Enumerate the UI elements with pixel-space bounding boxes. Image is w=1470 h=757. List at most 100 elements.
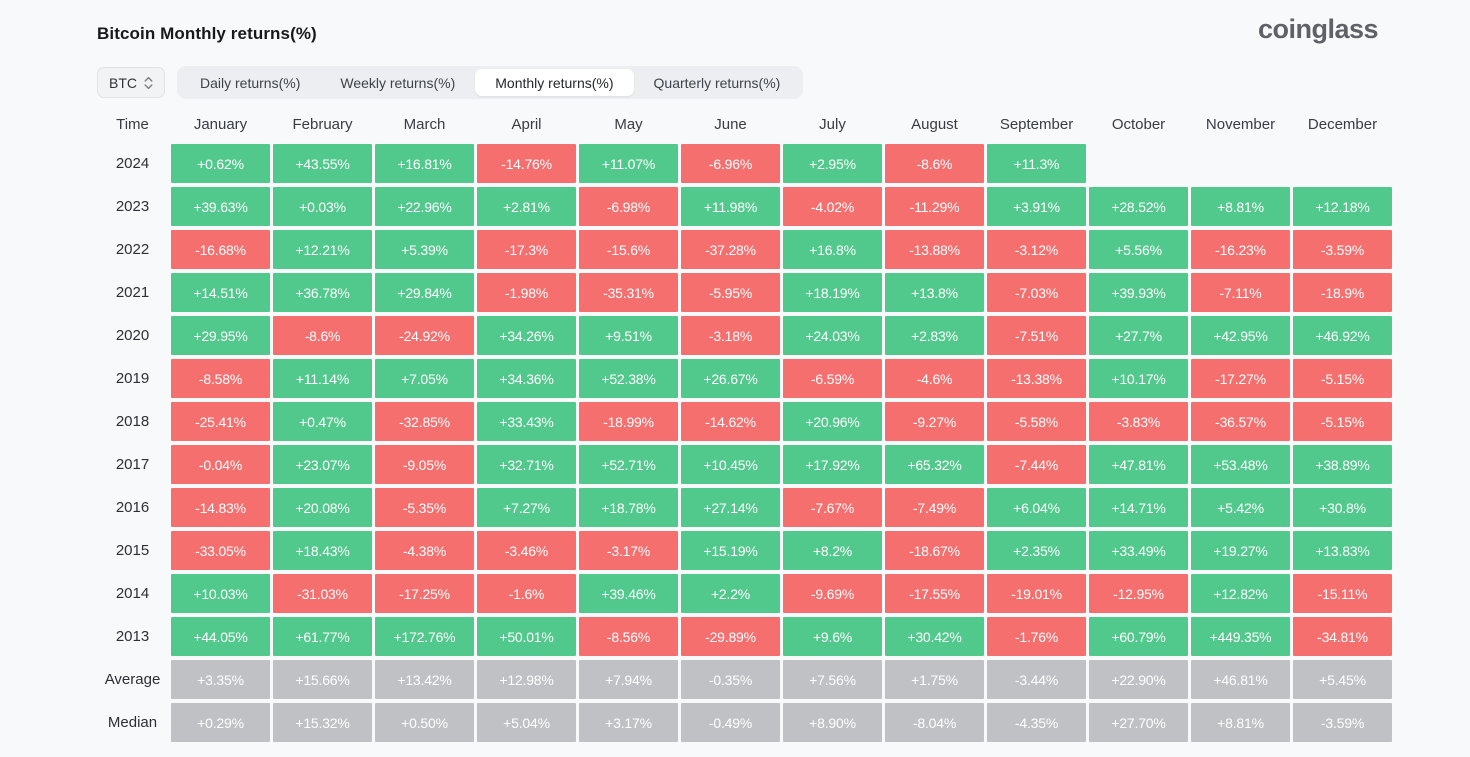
return-cell: -0.35% bbox=[681, 660, 780, 699]
return-cell: +172.76% bbox=[375, 617, 474, 656]
return-cell: +65.32% bbox=[885, 445, 984, 484]
return-cell: -32.85% bbox=[375, 402, 474, 441]
tab-daily-returns[interactable]: Daily returns(%) bbox=[180, 69, 320, 96]
return-cell: -6.96% bbox=[681, 144, 780, 183]
return-cell: +2.95% bbox=[783, 144, 882, 183]
return-cell: +34.26% bbox=[477, 316, 576, 355]
return-cell: +14.51% bbox=[171, 273, 270, 312]
return-cell: +39.93% bbox=[1089, 273, 1188, 312]
column-header-march: March bbox=[403, 116, 446, 133]
return-cell: -13.38% bbox=[987, 359, 1086, 398]
return-cell: -18.9% bbox=[1293, 273, 1392, 312]
time-column-header: Time bbox=[116, 116, 149, 133]
return-cell: +7.56% bbox=[783, 660, 882, 699]
return-cell: -8.6% bbox=[273, 316, 372, 355]
return-cell: +5.56% bbox=[1089, 230, 1188, 269]
returns-tab-group: Daily returns(%) Weekly returns(%) Monthly… bbox=[177, 66, 804, 99]
empty-cell bbox=[1089, 144, 1188, 183]
return-cell: -9.27% bbox=[885, 402, 984, 441]
return-cell: -37.28% bbox=[681, 230, 780, 269]
return-cell: +8.2% bbox=[783, 531, 882, 570]
return-cell: -0.04% bbox=[171, 445, 270, 484]
row-label: 2014 bbox=[115, 585, 150, 602]
return-cell: -36.57% bbox=[1191, 402, 1290, 441]
return-cell: -3.17% bbox=[579, 531, 678, 570]
tab-quarterly-returns[interactable]: Quarterly returns(%) bbox=[634, 69, 801, 96]
return-cell: -7.03% bbox=[987, 273, 1086, 312]
return-cell: +27.14% bbox=[681, 488, 780, 527]
return-cell: -14.76% bbox=[477, 144, 576, 183]
return-cell: +38.89% bbox=[1293, 445, 1392, 484]
return-cell: +0.03% bbox=[273, 187, 372, 226]
tab-monthly-returns[interactable]: Monthly returns(%) bbox=[475, 69, 634, 96]
return-cell: -5.95% bbox=[681, 273, 780, 312]
return-cell: -6.59% bbox=[783, 359, 882, 398]
controls-bar: BTC Daily returns(%) Weekly returns(%) Mon… bbox=[97, 66, 1378, 99]
tab-weekly-returns[interactable]: Weekly returns(%) bbox=[320, 69, 475, 96]
return-cell: +14.71% bbox=[1089, 488, 1188, 527]
table-body: 2024 +0.62% +43.55% +16.81% -14.76% +11.07% -6… bbox=[97, 144, 1392, 742]
coin-selector-value: BTC bbox=[109, 74, 137, 91]
return-cell: +8.81% bbox=[1191, 187, 1290, 226]
return-cell: -19.01% bbox=[987, 574, 1086, 613]
return-cell: -35.31% bbox=[579, 273, 678, 312]
return-cell: +2.35% bbox=[987, 531, 1086, 570]
return-cell: -34.81% bbox=[1293, 617, 1392, 656]
return-cell: +13.83% bbox=[1293, 531, 1392, 570]
return-cell: +33.49% bbox=[1089, 531, 1188, 570]
return-cell: +11.07% bbox=[579, 144, 678, 183]
return-cell: -18.67% bbox=[885, 531, 984, 570]
return-cell: +22.96% bbox=[375, 187, 474, 226]
return-cell: -14.62% bbox=[681, 402, 780, 441]
row-label: 2017 bbox=[115, 456, 150, 473]
return-cell: +7.94% bbox=[579, 660, 678, 699]
return-cell: +0.62% bbox=[171, 144, 270, 183]
return-cell: +5.42% bbox=[1191, 488, 1290, 527]
return-cell: -0.49% bbox=[681, 703, 780, 742]
column-header-january: January bbox=[193, 116, 248, 133]
return-cell: +5.04% bbox=[477, 703, 576, 742]
return-cell: -16.23% bbox=[1191, 230, 1290, 269]
return-cell: -15.11% bbox=[1293, 574, 1392, 613]
return-cell: -13.88% bbox=[885, 230, 984, 269]
return-cell: +10.45% bbox=[681, 445, 780, 484]
return-cell: -11.29% bbox=[885, 187, 984, 226]
row-label: 2019 bbox=[115, 370, 150, 387]
column-header-april: April bbox=[511, 116, 542, 133]
return-cell: -7.67% bbox=[783, 488, 882, 527]
return-cell: +39.63% bbox=[171, 187, 270, 226]
return-cell: +2.2% bbox=[681, 574, 780, 613]
return-cell: +8.81% bbox=[1191, 703, 1290, 742]
return-cell: +29.95% bbox=[171, 316, 270, 355]
return-cell: +26.67% bbox=[681, 359, 780, 398]
return-cell: +1.75% bbox=[885, 660, 984, 699]
column-header-october: October bbox=[1111, 116, 1166, 133]
return-cell: +12.82% bbox=[1191, 574, 1290, 613]
empty-cell bbox=[1293, 144, 1392, 183]
return-cell: +15.66% bbox=[273, 660, 372, 699]
return-cell: -5.58% bbox=[987, 402, 1086, 441]
row-label: 2021 bbox=[115, 284, 150, 301]
return-cell: -1.98% bbox=[477, 273, 576, 312]
return-cell: -15.6% bbox=[579, 230, 678, 269]
return-cell: +13.8% bbox=[885, 273, 984, 312]
header: Bitcoin Monthly returns(%) coinglass bbox=[97, 14, 1379, 45]
return-cell: +3.17% bbox=[579, 703, 678, 742]
return-cell: +2.81% bbox=[477, 187, 576, 226]
return-cell: -17.27% bbox=[1191, 359, 1290, 398]
return-cell: +12.98% bbox=[477, 660, 576, 699]
return-cell: -3.46% bbox=[477, 531, 576, 570]
row-label: 2018 bbox=[115, 413, 150, 430]
return-cell: -7.51% bbox=[987, 316, 1086, 355]
return-cell: -8.58% bbox=[171, 359, 270, 398]
return-cell: -3.59% bbox=[1293, 230, 1392, 269]
return-cell: -7.49% bbox=[885, 488, 984, 527]
returns-table: Time January February March April May June July… bbox=[97, 114, 1392, 742]
return-cell: -9.05% bbox=[375, 445, 474, 484]
return-cell: -4.02% bbox=[783, 187, 882, 226]
return-cell: +8.90% bbox=[783, 703, 882, 742]
coin-selector[interactable]: BTC bbox=[97, 67, 165, 98]
return-cell: -17.3% bbox=[477, 230, 576, 269]
return-cell: +20.08% bbox=[273, 488, 372, 527]
return-cell: +17.92% bbox=[783, 445, 882, 484]
